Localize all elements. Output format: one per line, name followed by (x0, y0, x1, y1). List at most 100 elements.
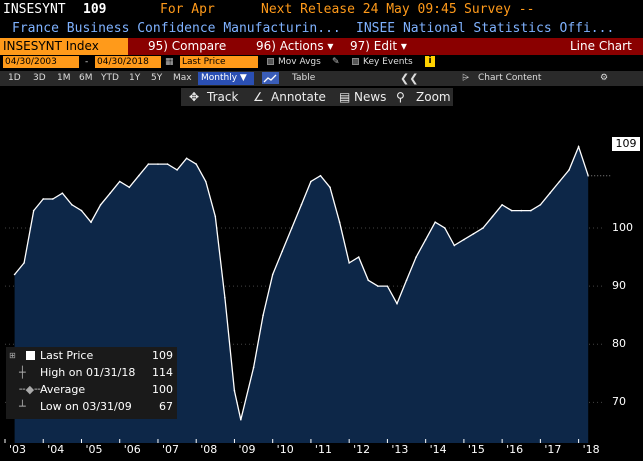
chart-tools: ✥ Track ∠ Annotate ▤ News ⚲ Zoom (181, 88, 453, 106)
data-point (424, 238, 427, 241)
end-date-input[interactable]: 04/30/2018 (95, 56, 161, 68)
period-6m[interactable]: 6M (79, 73, 93, 83)
data-point (377, 285, 379, 287)
data-point (577, 145, 580, 148)
view-label: Line Chart (570, 39, 632, 53)
data-point (262, 314, 264, 316)
data-point (128, 186, 131, 189)
compare-button[interactable]: 95) Compare (148, 38, 226, 55)
data-point (109, 192, 111, 194)
security-name: France Business Confidence Manufacturin.… (12, 21, 341, 36)
x-tick-label: '15 (467, 443, 485, 456)
data-point (214, 215, 217, 218)
period-1y[interactable]: 1Y (129, 73, 141, 83)
source-name: INSEE National Statistics Offi... (356, 21, 615, 36)
table-button[interactable]: Table (292, 73, 316, 83)
data-point (482, 227, 484, 229)
x-tick-label: '11 (314, 443, 332, 456)
next-release: Next Release 24 May 09:45 (261, 2, 457, 17)
info-icon[interactable]: i (425, 56, 435, 67)
data-point (300, 203, 303, 206)
data-point (176, 169, 178, 171)
line-chart-glyph (263, 74, 277, 83)
data-point (61, 192, 64, 194)
data-point (32, 209, 35, 212)
news-icon: ▤ (339, 90, 351, 104)
period-max[interactable]: Max (173, 73, 192, 83)
compare-number: 95) (148, 39, 168, 53)
last-price-tag: 109 (612, 137, 640, 151)
calendar-icon[interactable]: ▦ (165, 57, 174, 67)
zoom-button[interactable]: Zoom (416, 90, 451, 104)
annotate-icon: ∠ (253, 90, 264, 104)
track-button[interactable]: Track (207, 90, 239, 104)
chart-content-button[interactable]: Chart Content (478, 73, 542, 83)
x-tick-label: '10 (276, 443, 294, 456)
data-point (367, 279, 370, 282)
range-row: 04/30/2003 - 04/30/2018 ▦ Last Price Mov… (0, 55, 643, 69)
y-tick-label: 90 (612, 279, 626, 293)
data-point (348, 262, 350, 264)
edit-label: Edit ▾ (373, 39, 407, 53)
period-ytd[interactable]: YTD (101, 73, 119, 83)
pencil-icon[interactable]: ✎ (332, 57, 340, 67)
security-field[interactable]: INSESYNT Index (0, 38, 128, 55)
legend-last-label: Last Price (40, 349, 94, 362)
line-chart-icon[interactable] (262, 72, 279, 84)
data-point (147, 163, 150, 165)
mov-avgs-checkbox[interactable] (267, 58, 274, 65)
data-point (71, 203, 73, 206)
data-point (329, 186, 331, 189)
frequency-select[interactable]: Monthly ▼ (198, 72, 254, 85)
range-dash: - (85, 57, 89, 67)
legend-low-label: Low on 03/31/09 (40, 400, 132, 413)
legend-average-value: 100 (152, 383, 173, 396)
x-tick-label: '08 (200, 443, 218, 456)
data-point (491, 215, 494, 218)
x-tick-label: '03 (9, 443, 27, 456)
key-events-checkbox[interactable] (352, 58, 359, 65)
collapse-icon[interactable]: ❮❮ (400, 72, 419, 85)
edit-button[interactable]: 97) Edit ▾ (350, 38, 407, 55)
chart-content-icon: ⩥ (462, 73, 470, 83)
data-point (434, 221, 437, 224)
annotate-button[interactable]: Annotate (271, 90, 326, 104)
data-point (415, 256, 417, 258)
data-point (52, 198, 54, 200)
x-tick-label: '12 (353, 443, 371, 456)
legend-expand-icon[interactable]: ⊞ (9, 351, 16, 360)
gear-icon[interactable]: ⚙ (600, 73, 609, 83)
legend-high-value: 114 (152, 366, 173, 379)
field-select[interactable]: Last Price (180, 56, 258, 68)
actions-number: 96) (256, 39, 276, 53)
start-date-input[interactable]: 04/30/2003 (3, 56, 79, 68)
data-point (530, 209, 532, 212)
data-point (338, 221, 341, 224)
security-description-row: France Business Confidence Manufacturin.… (0, 19, 643, 38)
period-3d[interactable]: 3D (33, 73, 46, 83)
zoom-icon: ⚲ (396, 90, 405, 104)
period-1m[interactable]: 1M (57, 73, 71, 83)
period-5y[interactable]: 5Y (151, 73, 163, 83)
actions-button[interactable]: 96) Actions ▾ (256, 38, 333, 55)
y-tick-label: 100 (612, 221, 633, 235)
legend-high-marker: ┼ (19, 366, 26, 379)
data-point (549, 192, 551, 194)
news-button[interactable]: News (354, 90, 387, 104)
x-tick-label: '05 (85, 443, 103, 456)
data-point (195, 163, 198, 165)
data-point (80, 209, 83, 212)
key-events-label: Key Events (363, 57, 413, 67)
data-point (118, 180, 121, 183)
x-tick-label: '14 (429, 443, 447, 456)
data-point (539, 203, 542, 206)
legend-low-marker: ┴ (19, 400, 26, 413)
period-1d[interactable]: 1D (8, 73, 21, 83)
legend-last-value: 109 (152, 349, 173, 362)
data-point (558, 180, 561, 183)
data-point (453, 244, 456, 247)
x-tick-label: '09 (238, 443, 256, 456)
data-point (166, 163, 169, 165)
data-point (233, 389, 236, 392)
header-row: INSESYNT 109 For Apr Next Release 24 May… (0, 0, 643, 19)
